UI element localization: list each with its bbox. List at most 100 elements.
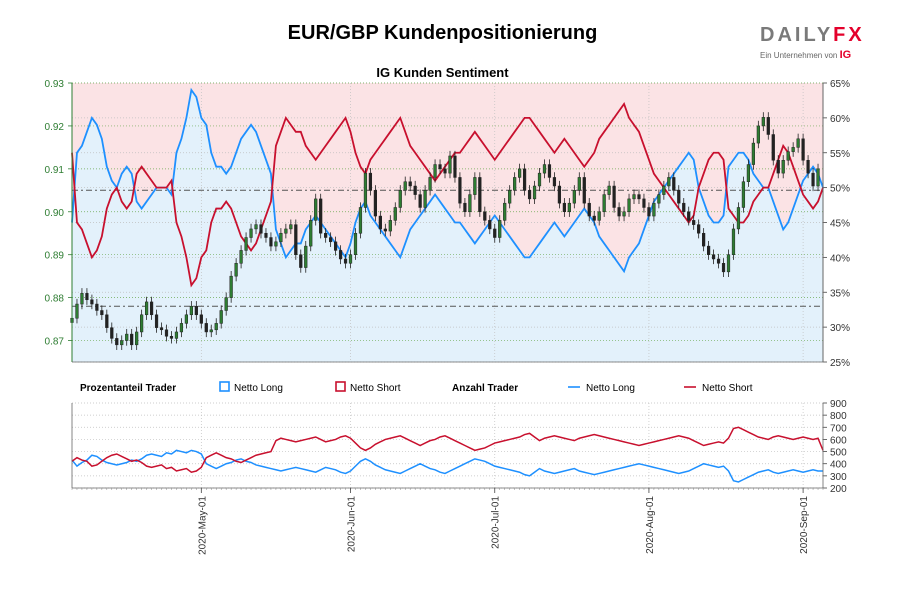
candle-body — [453, 155, 457, 178]
candle-body — [189, 305, 193, 316]
candle-body — [458, 177, 462, 204]
logo-tagline: Ein Unternehmen von IG — [760, 49, 852, 61]
candle-body — [85, 293, 89, 301]
candle-body — [194, 305, 198, 316]
chart-title: EUR/GBP Kundenpositionierung — [287, 22, 598, 44]
candle-body — [697, 224, 701, 234]
candle-body — [736, 207, 741, 230]
netto-short-percent-line — [71, 101, 824, 288]
candle-body — [174, 331, 179, 339]
candle-body — [324, 232, 328, 238]
candle-body — [552, 177, 557, 187]
candle-body — [209, 329, 213, 333]
candle-body — [607, 185, 611, 195]
count-tick-label: 900 — [830, 399, 847, 410]
candle-body — [219, 310, 223, 324]
candle-body — [259, 224, 263, 234]
candle-body — [393, 207, 397, 221]
percent-tick-label: 35% — [830, 288, 850, 299]
candle-body — [587, 202, 591, 217]
candle-body — [115, 338, 119, 346]
count-tick-label: 400 — [830, 460, 847, 471]
candle-body — [622, 211, 626, 217]
count-tick-label: 500 — [830, 448, 847, 459]
candle-body — [503, 202, 507, 221]
candle-body — [149, 301, 154, 316]
netto-long-count-line — [71, 449, 823, 483]
x-tick-label: 2020-Jun-01 — [347, 496, 358, 553]
candle-body — [493, 228, 497, 238]
candle-body — [776, 160, 780, 174]
candle-body — [100, 310, 104, 316]
candle-body — [80, 293, 84, 305]
candle-body — [413, 185, 417, 195]
candle-body — [657, 194, 661, 204]
candle-body — [532, 185, 537, 200]
candle-body — [692, 220, 696, 225]
candle-body — [130, 333, 134, 346]
candle-body — [448, 155, 452, 174]
candle-body — [309, 220, 313, 247]
candle-body — [423, 190, 427, 208]
candle-body — [791, 147, 795, 152]
candle-body — [204, 323, 208, 333]
candle-body — [602, 194, 606, 213]
legend-short-box — [335, 381, 346, 392]
candle-body — [592, 215, 596, 221]
candle-body — [801, 138, 805, 161]
candle-body — [179, 323, 184, 333]
count-tick-label: 700 — [830, 423, 847, 434]
candle-body — [249, 228, 253, 238]
legend-long-label: Netto Long — [234, 383, 283, 394]
candle-body — [164, 329, 169, 337]
candle-body — [478, 177, 482, 213]
candle-body — [264, 232, 268, 238]
candle-body — [368, 172, 373, 191]
candle-body — [557, 185, 562, 204]
candle-body — [518, 168, 522, 178]
candle-body — [358, 207, 363, 234]
candle-body — [711, 254, 716, 260]
candle-body — [214, 323, 218, 331]
candle-body — [662, 185, 666, 195]
candle-body — [274, 241, 278, 247]
candle-body — [542, 164, 547, 174]
netto-long-percent-line — [71, 87, 824, 274]
legend-percent-title: Prozentanteil Trader — [80, 383, 176, 394]
candle-body — [577, 177, 581, 191]
candle-body — [473, 177, 477, 195]
candle-body — [378, 215, 382, 230]
candle-body — [314, 198, 318, 221]
candle-body — [642, 198, 646, 208]
candle-body — [383, 228, 387, 232]
candle-body — [731, 228, 736, 255]
percent-tick-label: 45% — [830, 219, 850, 230]
candle-body — [433, 164, 437, 178]
percent-tick-label: 60% — [830, 114, 850, 125]
candle-body — [299, 254, 303, 268]
legend-long-box — [219, 381, 230, 392]
price-tick-label: 0.89 — [45, 251, 65, 262]
candle-body — [811, 172, 815, 187]
price-tick-label: 0.88 — [45, 294, 65, 305]
candle-body — [319, 198, 323, 234]
candle-body — [816, 168, 820, 187]
candle-body — [348, 254, 353, 264]
candle-body — [637, 194, 641, 200]
candle-body — [612, 185, 616, 208]
percent-tick-label: 30% — [830, 323, 850, 334]
x-tick-label: 2020-May-01 — [197, 496, 208, 555]
candle-body — [110, 327, 114, 339]
price-tick-label: 0.91 — [45, 165, 65, 176]
price-tick-label: 0.93 — [45, 79, 65, 90]
candle-body — [582, 177, 586, 204]
x-tick-label: 2020-Sep-01 — [799, 496, 810, 554]
percent-tick-label: 65% — [830, 79, 850, 90]
candle-body — [408, 181, 412, 187]
percent-tick-label: 55% — [830, 149, 850, 160]
candle-body — [443, 168, 447, 174]
candle-body — [682, 202, 686, 213]
candle-body — [707, 245, 711, 255]
candle-body — [597, 211, 601, 221]
